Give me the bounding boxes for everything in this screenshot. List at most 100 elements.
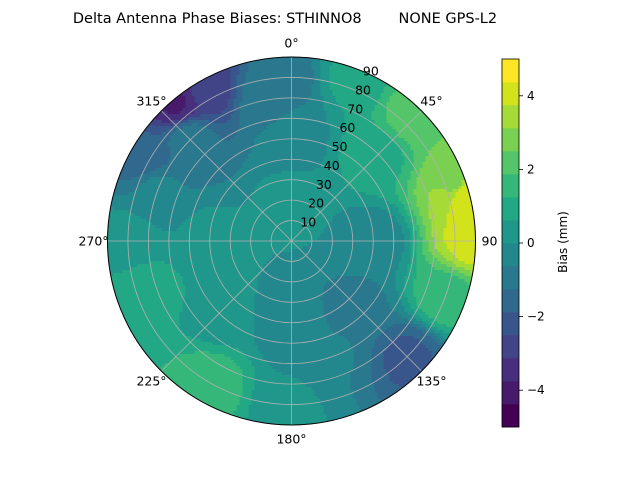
bias-field-cell: [281, 63, 286, 67]
bias-field-cell: [329, 195, 334, 199]
bias-field-cell: [326, 180, 331, 184]
bias-field-cell: [320, 120, 325, 124]
bias-field-cell: [248, 90, 253, 94]
bias-field-cell: [209, 162, 214, 166]
bias-field-cell: [332, 66, 337, 70]
bias-field-cell: [398, 99, 403, 103]
bias-field-cell: [230, 162, 235, 166]
bias-field-cell: [317, 171, 322, 175]
bias-field-cell: [236, 123, 241, 127]
bias-field-cell: [278, 75, 283, 79]
bias-field-cell: [395, 174, 400, 178]
bias-field-cell: [464, 210, 469, 214]
bias-field-cell: [431, 150, 436, 154]
bias-field-cell: [398, 174, 403, 178]
bias-field-cell: [320, 150, 325, 154]
bias-field-cell: [347, 174, 352, 178]
bias-field-cell: [269, 213, 274, 217]
bias-field-cell: [161, 150, 166, 154]
bias-field-cell: [392, 171, 397, 175]
bias-field-cell: [383, 147, 388, 151]
bias-field-cell: [122, 168, 127, 172]
bias-field-cell: [212, 120, 217, 124]
bias-field-cell: [230, 171, 235, 175]
bias-field-cell: [224, 69, 229, 73]
bias-field-cell: [416, 192, 421, 196]
bias-field-cell: [116, 210, 121, 214]
bias-field-cell: [398, 132, 403, 136]
bias-field-cell: [329, 153, 334, 157]
bias-field-cell: [170, 165, 175, 169]
bias-field-cell: [314, 195, 319, 199]
bias-field-cell: [335, 90, 340, 94]
bias-field-cell: [167, 156, 172, 160]
bias-field-cell: [200, 120, 205, 124]
bias-field-cell: [356, 135, 361, 139]
bias-field-cell: [140, 138, 145, 142]
bias-field-cell: [242, 111, 247, 115]
bias-field-cell: [251, 102, 256, 106]
bias-field-cell: [221, 153, 226, 157]
bias-field-cell: [173, 210, 178, 214]
bias-field-cell: [179, 165, 184, 169]
bias-field-cell: [344, 126, 349, 130]
bias-field-cell: [161, 135, 166, 139]
bias-field-cell: [290, 138, 295, 142]
bias-field-cell: [209, 147, 214, 151]
bias-field-cell: [374, 78, 379, 82]
bias-field-cell: [335, 114, 340, 118]
bias-field-cell: [377, 195, 382, 199]
bias-field-cell: [395, 105, 400, 109]
bias-field-cell: [362, 96, 367, 100]
bias-field-cell: [401, 186, 406, 190]
bias-field-cell: [293, 90, 298, 94]
bias-field-cell: [287, 129, 292, 133]
bias-field-cell: [296, 177, 301, 181]
bias-field-cell: [278, 108, 283, 112]
bias-field-cell: [326, 129, 331, 133]
bias-field-cell: [293, 105, 298, 109]
bias-field-cell: [308, 66, 313, 70]
bias-field-cell: [380, 150, 385, 154]
bias-field-cell: [200, 144, 205, 148]
bias-field-cell: [419, 156, 424, 160]
bias-field-cell: [293, 204, 298, 208]
bias-field-cell: [305, 198, 310, 202]
bias-field-cell: [380, 162, 385, 166]
bias-field-cell: [296, 99, 301, 103]
bias-field-cell: [410, 114, 415, 118]
bias-field-cell: [389, 99, 394, 103]
bias-field-cell: [158, 198, 163, 202]
bias-field-cell: [419, 168, 424, 172]
bias-field-cell: [191, 168, 196, 172]
bias-field-cell: [359, 192, 364, 196]
bias-field-cell: [284, 204, 289, 208]
bias-field-cell: [281, 156, 286, 160]
bias-field-cell: [296, 135, 301, 139]
bias-field-cell: [275, 183, 280, 187]
bias-field-cell: [266, 189, 271, 193]
bias-field-cell: [287, 183, 292, 187]
bias-field-cell: [365, 111, 370, 115]
bias-field-cell: [158, 126, 163, 130]
bias-field-cell: [224, 99, 229, 103]
bias-field-cell: [395, 180, 400, 184]
bias-field-cell: [275, 105, 280, 109]
bias-field-cell: [452, 183, 457, 187]
bias-field-cell: [344, 195, 349, 199]
bias-field-cell: [281, 213, 286, 217]
bias-field-cell: [287, 171, 292, 175]
bias-field-cell: [158, 153, 163, 157]
bias-field-cell: [224, 117, 229, 121]
bias-field-cell: [215, 72, 220, 76]
bias-field-cell: [314, 99, 319, 103]
bias-field-cell: [434, 168, 439, 172]
bias-field-cell: [368, 105, 373, 109]
bias-field-cell: [281, 114, 286, 118]
bias-field-cell: [428, 120, 433, 124]
bias-field-cell: [275, 108, 280, 112]
bias-field-cell: [290, 105, 295, 109]
bias-field-cell: [203, 147, 208, 151]
bias-field-cell: [206, 129, 211, 133]
bias-field-cell: [164, 141, 169, 145]
